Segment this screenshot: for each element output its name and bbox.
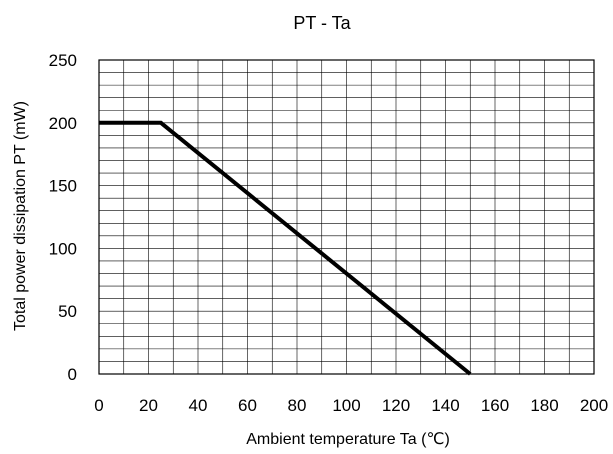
- x-tick-label: 140: [431, 396, 459, 415]
- y-tick-label: 0: [68, 365, 77, 384]
- x-axis-label: Ambient temperature Ta (℃): [246, 431, 450, 448]
- x-tick-label: 20: [139, 396, 158, 415]
- chart-title: PT - Ta: [293, 13, 351, 33]
- series-layer: [99, 120, 472, 376]
- plot-frame: [98, 59, 595, 375]
- x-tick-label: 0: [94, 396, 103, 415]
- x-tick-label: 160: [481, 396, 509, 415]
- y-tick-label: 50: [58, 302, 77, 321]
- series-line: [99, 120, 472, 376]
- x-tick-label: 40: [189, 396, 208, 415]
- y-axis-label: Total power dissipation PT (mW): [12, 101, 29, 331]
- x-axis-ticks: 0 20 40 60 80 100 120 140 160 180 200: [94, 396, 608, 415]
- y-axis-ticks: 0 50 100 150 200 250: [49, 51, 77, 384]
- y-tick-label: 100: [49, 239, 77, 258]
- y-tick-label: 150: [49, 177, 77, 196]
- x-tick-label: 100: [332, 396, 360, 415]
- x-tick-label: 200: [580, 396, 608, 415]
- x-tick-label: 120: [382, 396, 410, 415]
- y-tick-label: 250: [49, 51, 77, 70]
- grid: [99, 60, 594, 374]
- x-tick-label: 80: [288, 396, 307, 415]
- y-tick-label: 200: [49, 114, 77, 133]
- x-tick-label: 180: [530, 396, 558, 415]
- x-tick-label: 60: [238, 396, 257, 415]
